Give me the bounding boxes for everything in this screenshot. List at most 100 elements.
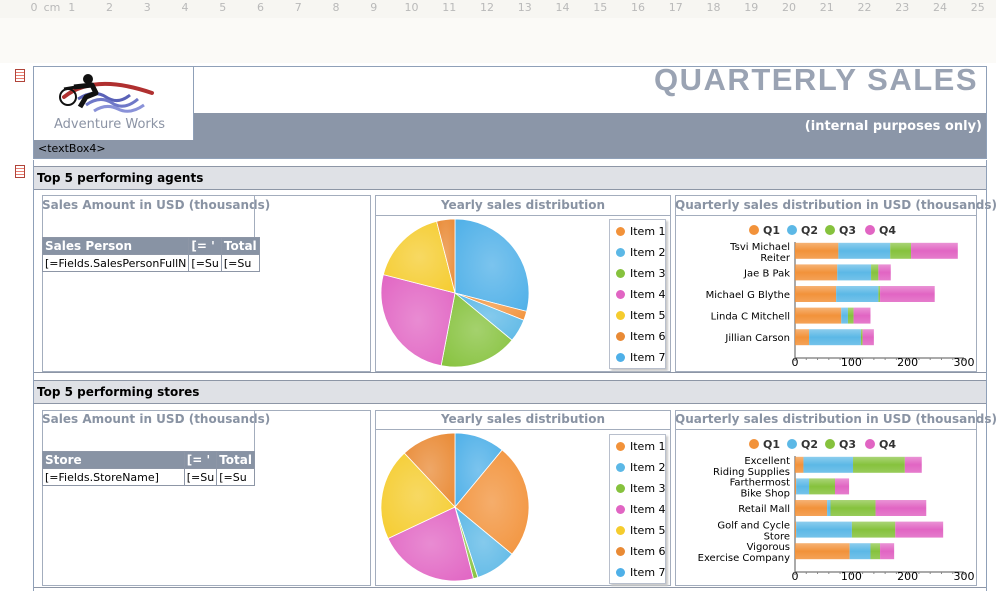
bar-segment[interactable] [834, 478, 850, 495]
ruler-tick-label: 6 [257, 1, 264, 14]
bar-segment[interactable] [911, 242, 958, 259]
pie-slice[interactable] [380, 452, 456, 540]
category-label: Jillian Carson [724, 333, 790, 344]
bar-segment[interactable] [795, 500, 828, 516]
bar-segment[interactable] [870, 543, 881, 560]
legend-swatch-icon [616, 290, 625, 299]
bar-segment[interactable] [851, 521, 896, 538]
ruler-tick-label: 11 [442, 1, 457, 14]
col-header-store[interactable]: Store [42, 451, 185, 469]
bar-segment[interactable] [895, 521, 944, 538]
report-header-band-icon[interactable] [15, 69, 25, 82]
bar-segment[interactable] [796, 521, 852, 538]
bar-segment[interactable] [795, 543, 850, 560]
stores-pie-chart[interactable] [375, 429, 610, 586]
ruler-tick-label: 19 [744, 1, 759, 14]
stores-bar-chart[interactable]: Q1 Q2 Q3 Q4 0 100 200 300 Excellent Riding Suppli… [676, 430, 976, 585]
bar-segment[interactable] [795, 478, 797, 495]
col-header-total[interactable]: Total [220, 237, 260, 255]
bar-segment[interactable] [809, 329, 861, 346]
pie-slice[interactable] [454, 218, 530, 312]
cell-quarter[interactable]: [=Su [188, 254, 222, 272]
ruler-tick-label: 4 [181, 1, 189, 14]
pie-slice[interactable] [436, 218, 456, 294]
bar-segment[interactable] [803, 456, 854, 473]
col-header-total[interactable]: Total [216, 451, 255, 469]
pie-slice[interactable] [454, 449, 530, 555]
cell-store[interactable]: [=Fields.StoreName] [42, 468, 185, 486]
bar-segment[interactable] [890, 242, 912, 259]
bar-segment[interactable] [853, 307, 871, 324]
category-label: Linda C Mitchell [711, 312, 790, 323]
stores-table-panel [42, 410, 371, 586]
bar-segment[interactable] [880, 543, 895, 560]
legend-label: Q1 [763, 438, 780, 451]
ruler-tick-label: 23 [895, 1, 910, 14]
legend-label: Item 2 [630, 461, 666, 474]
cell-total[interactable]: [=Su [216, 468, 255, 486]
bar-segment[interactable] [837, 264, 872, 281]
bar-segment[interactable] [860, 329, 863, 346]
bar-segment[interactable] [838, 242, 891, 259]
x-tick-label: 100 [841, 356, 862, 369]
bar-segment[interactable] [796, 478, 810, 495]
legend-label: Q3 [839, 224, 856, 237]
bar-segment[interactable] [795, 264, 838, 281]
pie-slice[interactable] [380, 274, 456, 367]
bar-segment[interactable] [795, 329, 810, 346]
category-label: Farthermost Bike Shop [730, 477, 790, 499]
agents-table[interactable]: Sales Person [= ' Total [=Fields.SalesPers… [41, 237, 260, 272]
col-header-sales-person[interactable]: Sales Person [41, 237, 190, 255]
bar-segment[interactable] [827, 500, 831, 516]
col-header-quarter[interactable]: [= ' [183, 451, 218, 469]
bar-segment[interactable] [862, 329, 874, 346]
legend-label: Q2 [801, 438, 818, 451]
bar-segment[interactable] [795, 307, 842, 324]
bar-segment[interactable] [795, 242, 839, 259]
agents-pie-legend: Item 1 Item 2 Item 3 Item 4 Item 5 Item 6 Item… [609, 219, 666, 369]
pie-slice[interactable] [440, 292, 513, 368]
bar-segment[interactable] [847, 307, 854, 324]
col-header-quarter[interactable]: [= ' [188, 237, 222, 255]
stores-table[interactable]: Store [= ' Total [=Fields.StoreName] [=Su [=… [42, 451, 255, 486]
bar-segment[interactable] [795, 521, 797, 538]
stores-bar-title: Quarterly sales distribution in USD (tho… [675, 412, 996, 426]
bar-segment[interactable] [880, 286, 935, 302]
bar-segment[interactable] [878, 264, 891, 281]
bar-segment[interactable] [904, 456, 922, 473]
report-subtitle: (internal purposes only) [804, 119, 982, 134]
legend-item: Item 2 [616, 461, 666, 474]
cell-total[interactable]: [=Su [220, 254, 260, 272]
legend-swatch-icon [865, 225, 875, 235]
legend-swatch-icon [616, 505, 625, 514]
legend-swatch-icon [616, 269, 625, 278]
agents-bar-chart[interactable]: Q1 Q2 Q3 Q4 0 100 200 300 Tsvi Michael Reiter Jae … [676, 216, 976, 371]
bar-segment[interactable] [841, 307, 848, 324]
textbox4-placeholder[interactable]: <textBox4> [38, 142, 106, 155]
category-label: Michael G Blythe [706, 290, 790, 301]
bar-segment[interactable] [871, 264, 879, 281]
pie-slice[interactable] [382, 220, 456, 294]
cell-sales-person[interactable]: [=Fields.SalesPersonFullN [41, 254, 190, 272]
bar-segment[interactable] [878, 286, 881, 302]
agents-pie-chart[interactable] [375, 215, 610, 372]
legend-label: Item 5 [630, 524, 666, 537]
detail-band-icon[interactable] [15, 165, 25, 178]
bar-title-underline [675, 429, 977, 430]
bar-segment[interactable] [830, 500, 876, 516]
ruler-tick-label: 16 [631, 1, 645, 14]
bar-segment[interactable] [836, 286, 879, 302]
legend-label: Q2 [801, 224, 818, 237]
ruler-tick-label: 13 [517, 1, 532, 14]
bar-segment[interactable] [849, 543, 871, 560]
pie-slice[interactable] [403, 432, 456, 509]
bar-segment[interactable] [809, 478, 835, 495]
pie-title-underline [375, 429, 671, 430]
bar-segment[interactable] [853, 456, 905, 473]
bar-segment[interactable] [795, 456, 804, 473]
cell-quarter[interactable]: [=Su [183, 468, 218, 486]
header-textbox-band [34, 140, 986, 158]
bar-segment[interactable] [875, 500, 927, 516]
bar-segment[interactable] [795, 286, 837, 302]
pie-slice[interactable] [387, 506, 474, 582]
